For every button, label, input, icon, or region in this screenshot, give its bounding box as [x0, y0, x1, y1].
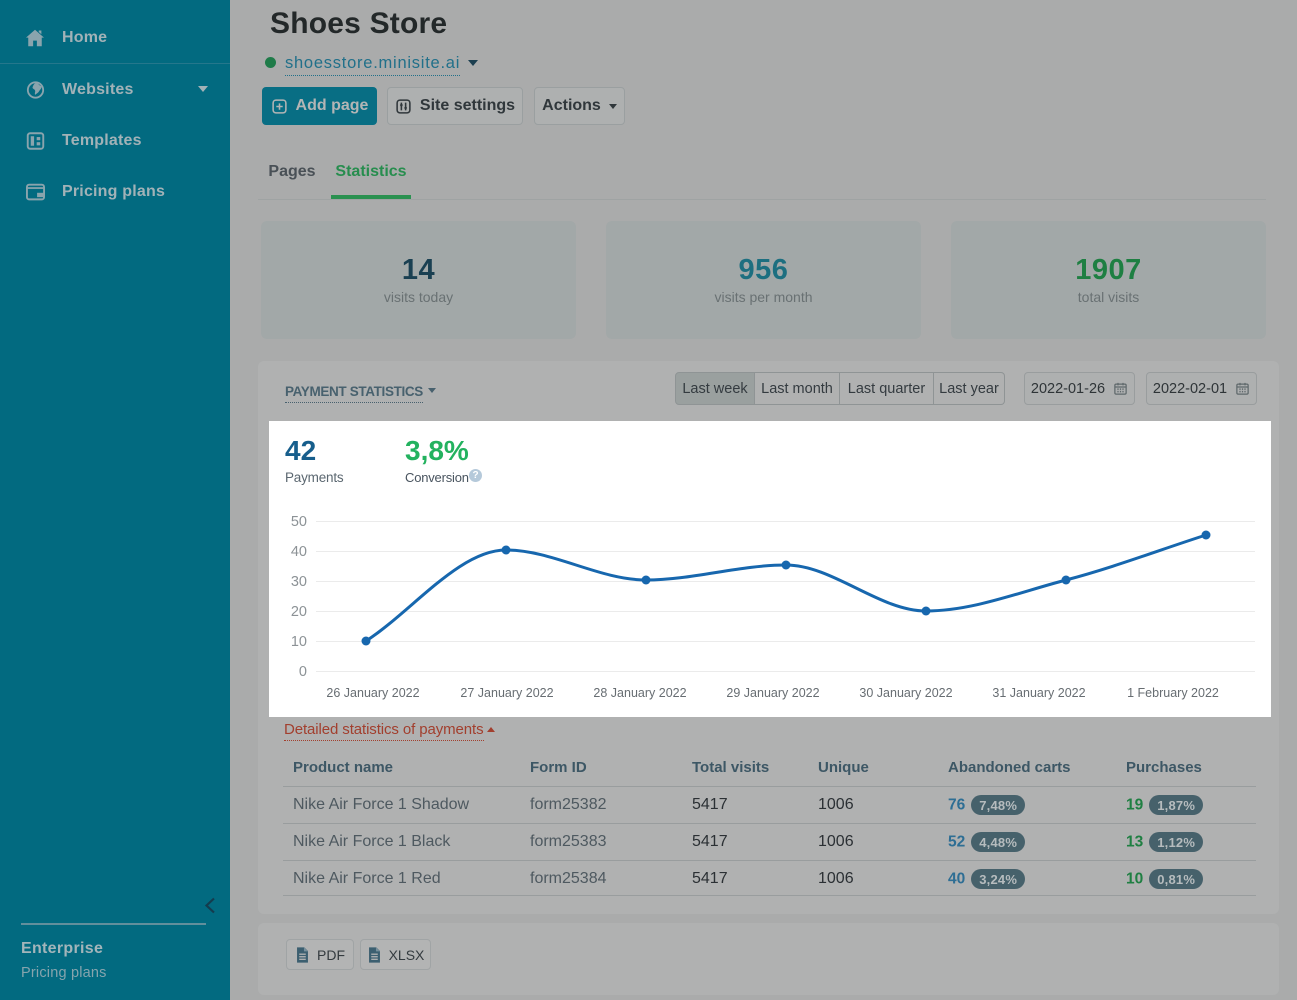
svg-text:30: 30 — [291, 574, 307, 590]
svg-text:28 January 2022: 28 January 2022 — [593, 686, 686, 700]
svg-text:50: 50 — [291, 514, 307, 530]
svg-text:0: 0 — [299, 664, 307, 680]
svg-text:1 February 2022: 1 February 2022 — [1127, 686, 1219, 700]
svg-text:10: 10 — [291, 634, 307, 650]
svg-text:29 January 2022: 29 January 2022 — [726, 686, 819, 700]
svg-text:26 January 2022: 26 January 2022 — [326, 686, 419, 700]
svg-text:40: 40 — [291, 544, 307, 560]
svg-text:27 January 2022: 27 January 2022 — [460, 686, 553, 700]
svg-text:30 January 2022: 30 January 2022 — [859, 686, 952, 700]
svg-text:20: 20 — [291, 604, 307, 620]
svg-text:31 January 2022: 31 January 2022 — [992, 686, 1085, 700]
